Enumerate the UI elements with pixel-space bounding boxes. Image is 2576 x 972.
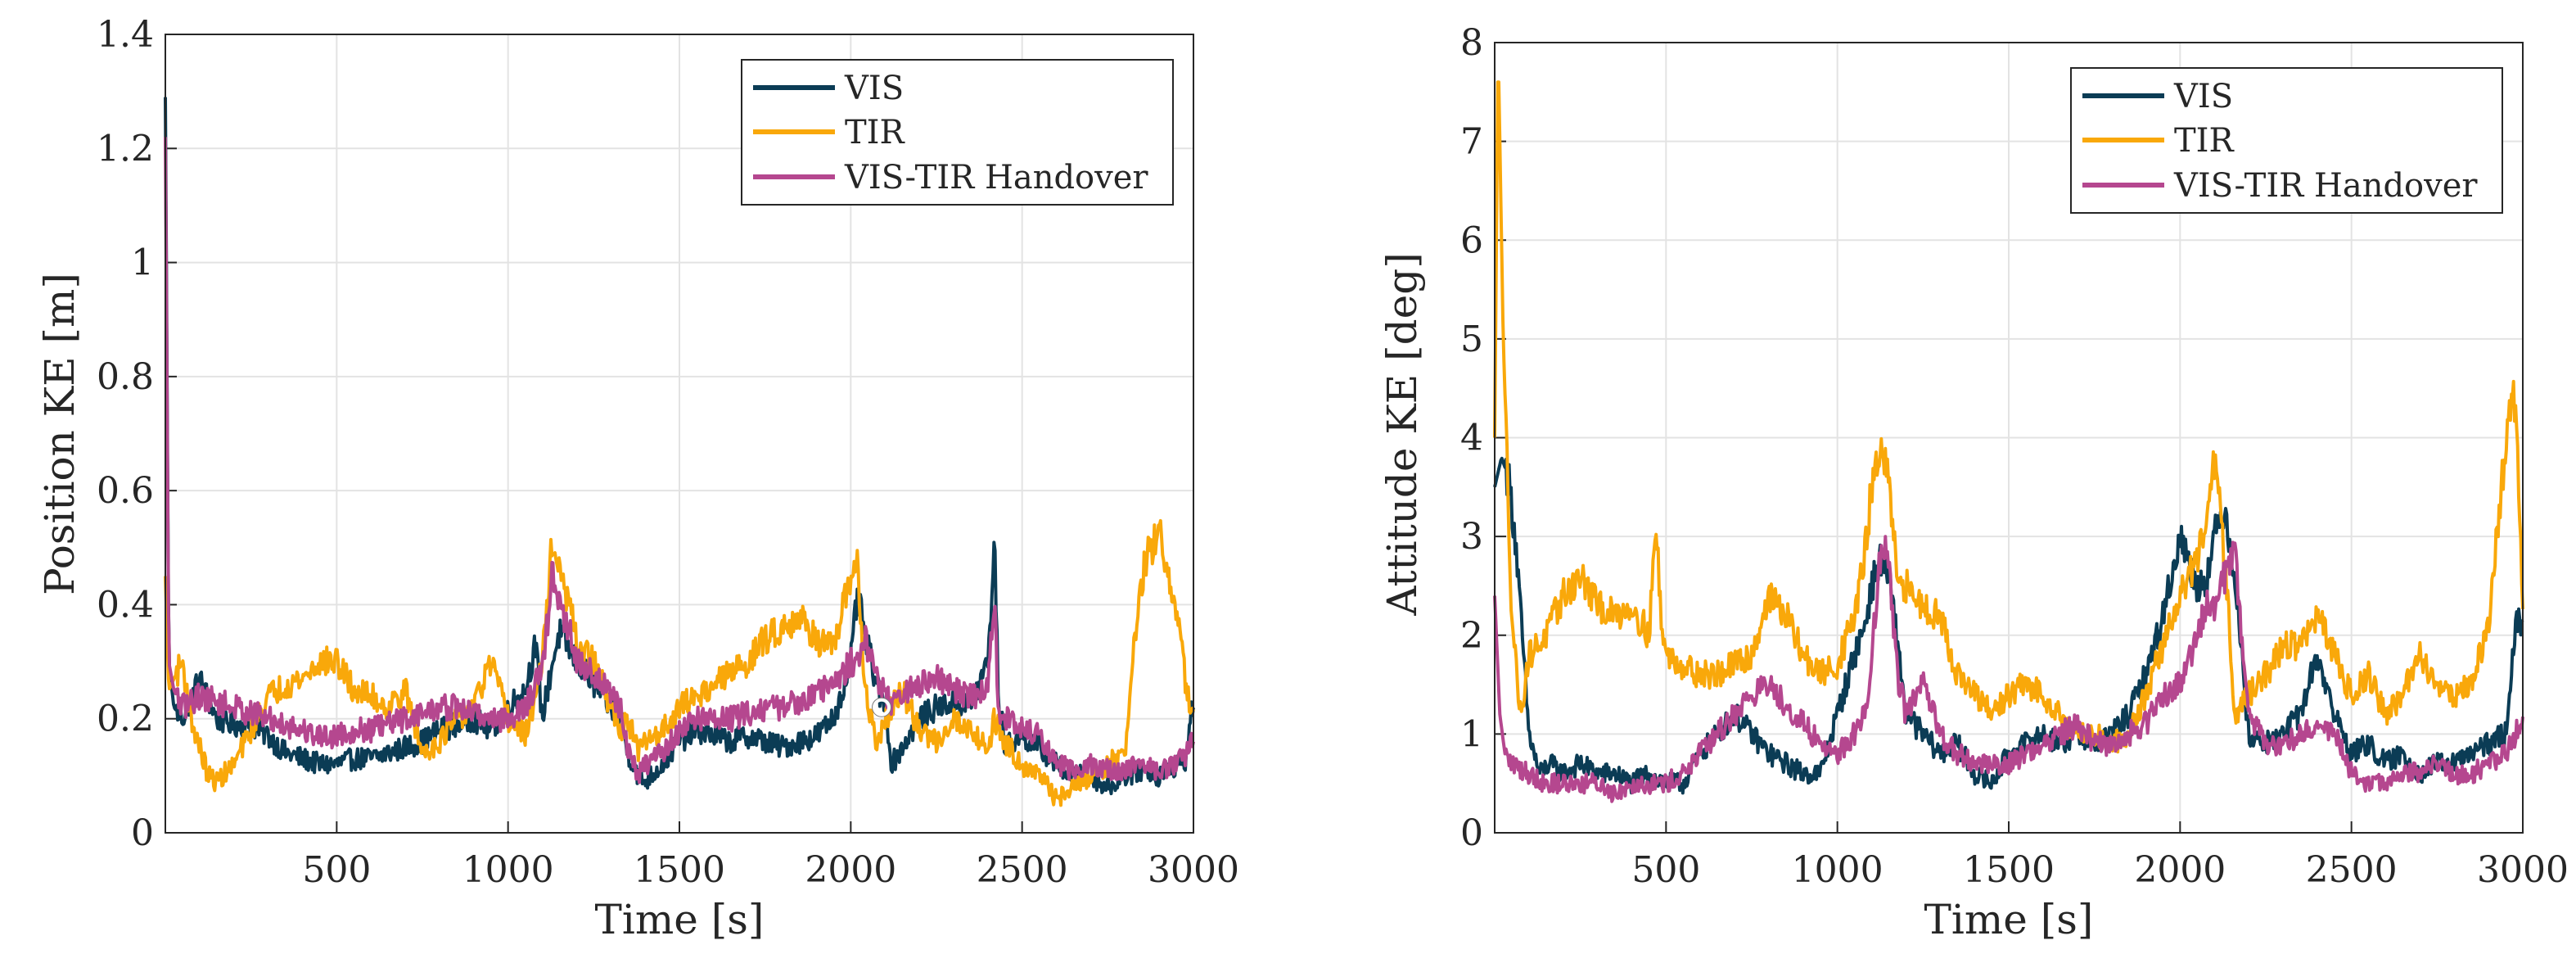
- series-line-vis: [1493, 456, 2524, 795]
- series-line-tir: [164, 518, 1195, 807]
- series-line-tir: [1493, 80, 2524, 754]
- y-axis-label: Attitude KE [deg]: [1378, 252, 1426, 617]
- axes-box: [165, 34, 1194, 834]
- x-tick-labels: 500 1000 1500 2000 2500 3000: [302, 849, 1239, 891]
- x-tick-label: 2500: [2306, 849, 2398, 891]
- y-tick-label: 2: [1460, 615, 1483, 657]
- legend-label-vis: VIS: [2173, 78, 2233, 115]
- y-tick-label: 0.2: [97, 698, 154, 740]
- y-tick-labels: 0 0.2 0.4 0.6 0.8 1 1.2 1.4: [97, 14, 154, 854]
- y-tick-label: 1: [1460, 713, 1483, 755]
- series-layer: [164, 97, 1195, 807]
- x-tick-label: 1500: [634, 849, 725, 891]
- x-axis-label: Time [s]: [595, 896, 765, 943]
- y-tick-label: 8: [1460, 22, 1483, 64]
- legend-label-handover: VIS-TIR Handover: [2173, 167, 2478, 205]
- position-ke-plot: 0 0.2 0.4 0.6 0.8 1 1.2 1.4 500 1000 1500 2000 2500…: [36, 14, 1239, 943]
- series-layer: [1493, 80, 2524, 803]
- y-tick-label: 0: [1460, 812, 1483, 854]
- y-tick-label: 5: [1460, 319, 1483, 360]
- y-tick-label: 4: [1460, 418, 1483, 459]
- y-tick-label: 0.6: [97, 470, 154, 512]
- x-tick-label: 500: [302, 849, 371, 891]
- x-tick-label: 2000: [2134, 849, 2226, 891]
- x-axis-label: Time [s]: [1924, 896, 2094, 943]
- legend-label-vis: VIS: [844, 70, 904, 107]
- x-tick-label: 3000: [1148, 849, 1239, 891]
- y-tick-labels: 0 1 2 3 4 5 6 7 8: [1460, 22, 1483, 854]
- legend-label-tir: TIR: [845, 114, 905, 151]
- x-tick-label: 1000: [462, 849, 554, 891]
- x-tick-label: 3000: [2477, 849, 2569, 891]
- x-tick-labels: 500 1000 1500 2000 2500 3000: [1631, 849, 2569, 891]
- x-tick-label: 2000: [805, 849, 896, 891]
- legend-label-handover: VIS-TIR Handover: [844, 159, 1148, 197]
- series-line-vis-tir-handover: [1493, 535, 2524, 803]
- x-tick-label: 1500: [1963, 849, 2055, 891]
- axes-box: [1494, 42, 2524, 834]
- y-tick-label: 0.4: [97, 584, 154, 626]
- y-tick-label: 1: [131, 242, 154, 284]
- series-line-vis-tir-handover: [164, 137, 1195, 784]
- attitude-ke-plot: 0 1 2 3 4 5 6 7 8 500 1000 1500 2000 2500 3000 Time […: [1378, 22, 2569, 943]
- x-tick-label: 500: [1631, 849, 1700, 891]
- legend-label-tir: TIR: [2174, 122, 2235, 160]
- y-axis-label: Position KE [m]: [36, 273, 83, 595]
- y-tick-label: 1.4: [97, 14, 154, 56]
- y-tick-label: 0.8: [97, 356, 154, 398]
- y-tick-label: 6: [1460, 219, 1483, 261]
- x-tick-label: 2500: [977, 849, 1068, 891]
- legend: VIS TIR VIS-TIR Handover: [741, 59, 1174, 206]
- y-tick-label: 1.2: [97, 128, 154, 170]
- legend: VIS TIR VIS-TIR Handover: [2070, 67, 2503, 214]
- y-tick-label: 3: [1460, 516, 1483, 558]
- x-tick-label: 1000: [1792, 849, 1884, 891]
- y-tick-label: 0: [131, 812, 154, 854]
- y-tick-label: 7: [1460, 121, 1483, 163]
- annotation-marker: [873, 698, 891, 717]
